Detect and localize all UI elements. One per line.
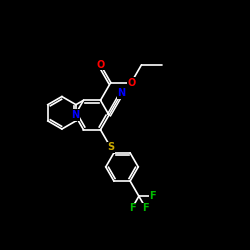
Text: S: S <box>107 142 114 152</box>
Text: N: N <box>71 110 79 120</box>
Text: F: F <box>129 203 135 213</box>
Text: N: N <box>118 88 126 98</box>
Text: O: O <box>127 78 136 88</box>
Text: F: F <box>149 191 156 201</box>
Text: F: F <box>142 203 149 213</box>
Text: O: O <box>96 60 105 70</box>
